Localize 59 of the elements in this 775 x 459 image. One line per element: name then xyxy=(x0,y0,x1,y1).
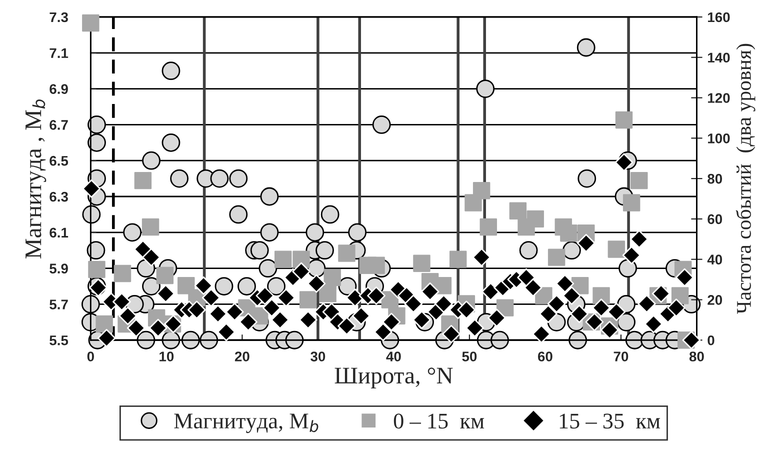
point xyxy=(142,218,160,236)
point xyxy=(509,202,527,220)
x-tick-label: 30 xyxy=(310,352,326,362)
point xyxy=(324,268,341,286)
point xyxy=(96,315,113,333)
x-axis-title: Широта, °N xyxy=(334,368,453,388)
y-tick-label: 6.3 xyxy=(50,192,68,202)
y-tick-label: 5.9 xyxy=(50,264,68,274)
point xyxy=(299,291,317,308)
y2-tick-label: 80 xyxy=(708,174,722,184)
legend-label: 0 – 15 км xyxy=(394,414,484,429)
point xyxy=(560,224,578,242)
y2-tick-label: 100 xyxy=(708,133,730,144)
point xyxy=(134,172,152,190)
y2-tick-label: 140 xyxy=(708,52,730,63)
point xyxy=(464,194,482,212)
y-tick-label: 5.7 xyxy=(50,300,68,310)
point xyxy=(608,240,626,258)
y-tick-label: 7.1 xyxy=(50,48,68,58)
point xyxy=(413,254,430,272)
point xyxy=(615,111,633,129)
y-tick-label: 6.9 xyxy=(50,84,68,94)
legend-label: 15 – 35 км xyxy=(560,414,660,429)
legend-label: Магнитуда, M$_{b}$ xyxy=(174,414,318,434)
point xyxy=(82,14,100,32)
point xyxy=(449,250,467,268)
y-tick-label: 6.7 xyxy=(50,120,68,130)
x-tick-label: 10 xyxy=(160,352,174,362)
y-axis-title: Магнитуда , M$_{b}$ xyxy=(26,100,46,259)
x-tick-label: 40 xyxy=(386,352,401,362)
x-tick-label: 60 xyxy=(538,352,552,362)
point xyxy=(338,244,356,262)
y2-tick-label: 40 xyxy=(707,254,722,265)
x-tick-label: 20 xyxy=(234,352,250,362)
point xyxy=(526,210,544,228)
point xyxy=(88,260,106,278)
point xyxy=(156,266,174,284)
point xyxy=(368,256,385,274)
y2-tick-label: 60 xyxy=(708,214,722,224)
y2-tick-label: 0 xyxy=(708,335,714,346)
point xyxy=(114,264,132,282)
y2-tick-label: 160 xyxy=(708,12,730,22)
y2-tick-label: 120 xyxy=(708,93,730,103)
y-tick-label: 6.1 xyxy=(50,228,68,238)
point xyxy=(548,248,566,266)
point xyxy=(480,218,498,236)
y-tick-label: 6.5 xyxy=(50,156,68,166)
x-tick-label: 0 xyxy=(87,352,94,362)
point xyxy=(622,194,640,212)
point xyxy=(274,250,292,268)
y2-axis-title: Частота событий (два уровня) xyxy=(736,44,756,314)
point xyxy=(630,172,648,190)
y-tick-label: 7.3 xyxy=(50,12,68,22)
x-tick-label: 70 xyxy=(614,352,628,362)
point xyxy=(319,285,336,302)
y-tick-label: 5.5 xyxy=(50,336,68,346)
x-tick-label: 80 xyxy=(689,352,704,362)
y2-tick-label: 20 xyxy=(708,295,722,305)
x-tick-label: 50 xyxy=(462,352,477,362)
